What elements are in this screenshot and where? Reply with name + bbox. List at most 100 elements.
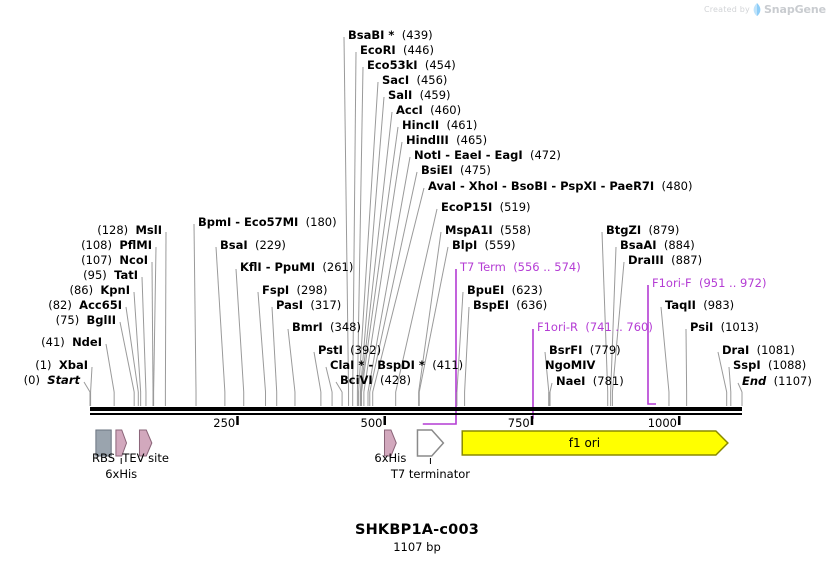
site-position: (456)	[416, 73, 448, 87]
enzyme-site-label: KflI - PpuMI (261)	[240, 261, 353, 273]
site-position: (446)	[403, 43, 434, 57]
site-name: EcoP15I	[441, 200, 493, 214]
ruler-major-tick	[677, 416, 681, 425]
site-position: (1081)	[756, 343, 795, 357]
feature-glyph[interactable]	[383, 429, 397, 457]
enzyme-site-label: PasI (317)	[276, 299, 341, 311]
site-name: BlpI	[452, 238, 478, 252]
watermark-brand-label: SnapGene	[763, 3, 826, 16]
site-name: HincII	[402, 118, 440, 132]
snapgene-leaf-icon	[753, 3, 761, 16]
label-leader-line	[544, 351, 550, 393]
ruler-tick-label: 500	[360, 416, 383, 430]
site-position: (229)	[254, 238, 286, 252]
label-leader-line	[358, 81, 379, 393]
enzyme-site-label: AccI (460)	[396, 104, 461, 116]
site-name: BpuEI	[467, 283, 505, 297]
enzyme-site-label: AvaI - XhoI - BsoBI - PspXI - PaeR7I (48…	[428, 180, 692, 192]
label-leader-line	[257, 291, 267, 393]
label-leader-line	[141, 276, 147, 393]
feature-glyph[interactable]	[138, 429, 153, 457]
site-position: (128)	[97, 223, 129, 237]
site-name: BtgZI	[606, 223, 642, 237]
site-name: TaqII	[665, 298, 696, 312]
site-name: MspA1I	[445, 223, 493, 237]
label-leader-line	[363, 141, 403, 393]
site-name: BsaAI	[620, 238, 657, 252]
site-position: (558)	[500, 223, 531, 237]
enzyme-site-label: HindIII (465)	[406, 134, 487, 146]
label-leader-line	[235, 268, 245, 393]
site-name: BglII	[86, 313, 117, 327]
page-title: SHKBP1A-c003	[354, 522, 480, 538]
site-position: (623)	[511, 283, 543, 297]
sequence-length-label: 1107 bp	[393, 540, 441, 554]
enzyme-site-label: DraIII (887)	[628, 254, 702, 266]
site-position: (779)	[589, 343, 621, 357]
label-leader-line	[601, 231, 609, 393]
feature-name: T7 Term	[460, 260, 506, 274]
feature-glyph[interactable]	[95, 429, 112, 457]
site-position: (636)	[516, 298, 548, 312]
site-name: BsaBI *	[348, 28, 395, 42]
site-position: (454)	[424, 58, 456, 72]
enzyme-site-label: BlpI (559)	[452, 239, 515, 251]
site-name: EcoRI	[360, 43, 396, 57]
label-leader-line	[83, 381, 91, 393]
label-leader-line	[193, 223, 197, 393]
feature-glyph[interactable]	[115, 429, 128, 457]
site-position: (0)	[23, 373, 40, 387]
site-position: (95)	[83, 268, 107, 282]
enzyme-site-label: (86) KpnI	[69, 284, 130, 296]
label-leader-line	[549, 382, 553, 393]
site-position: (1013)	[720, 320, 759, 334]
label-leader-line	[325, 366, 333, 393]
label-leader-line	[717, 351, 728, 393]
site-position: (1088)	[767, 358, 807, 372]
site-name: NgoMIV	[545, 358, 596, 372]
label-leader-line	[610, 246, 617, 393]
feature-leader-line	[531, 329, 534, 419]
site-position: (428)	[380, 373, 411, 387]
feature-glyph[interactable]	[461, 430, 729, 456]
sequence-backbone-shadow	[90, 413, 742, 415]
site-name: KpnI	[100, 283, 130, 297]
feature-range: (741 .. 760)	[585, 320, 653, 334]
label-leader-line	[685, 328, 688, 393]
enzyme-site-label: BciVI (428)	[340, 374, 411, 386]
site-position: (461)	[446, 118, 478, 132]
label-leader-line	[456, 291, 464, 393]
site-name: NcoI	[119, 253, 148, 267]
label-leader-line	[164, 231, 167, 393]
enzyme-site-label: BmrI (348)	[292, 321, 361, 333]
enzyme-site-label: (41) NdeI	[41, 336, 102, 348]
enzyme-site-label: (95) TatI	[83, 269, 138, 281]
site-name: NdeI	[72, 335, 102, 349]
ruler-major-tick	[383, 416, 386, 425]
site-name: DraIII	[628, 253, 664, 267]
enzyme-site-label: ClaI * - BspDI * (411)	[330, 359, 463, 371]
ruler-major-tick	[236, 416, 239, 425]
feature-glyph[interactable]	[416, 429, 445, 457]
site-position: (180)	[305, 215, 337, 229]
site-name: SacI	[382, 73, 410, 87]
enzyme-site-label: HincII (461)	[402, 119, 477, 131]
feature-name: F1ori-R	[537, 320, 579, 334]
site-position: (475)	[460, 163, 491, 177]
site-name: AccI	[396, 103, 423, 117]
site-name: NotI - EaeI - EagI	[414, 148, 523, 162]
site-name: FspI	[262, 283, 290, 297]
enzyme-site-label: BtgZI (879)	[606, 224, 679, 236]
feature-range: (556 .. 574)	[513, 260, 581, 274]
label-leader-line	[737, 382, 743, 393]
label-leader-line	[360, 111, 393, 393]
feature-leader-line	[647, 285, 657, 405]
site-position: (75)	[55, 313, 80, 327]
site-position: (519)	[499, 200, 531, 214]
site-position: (261)	[322, 260, 354, 274]
site-name: BsiEI	[421, 163, 453, 177]
site-position: (41)	[41, 335, 65, 349]
site-position: (411)	[432, 358, 464, 372]
site-position: (317)	[310, 298, 342, 312]
enzyme-site-label: PstI (392)	[318, 344, 381, 356]
